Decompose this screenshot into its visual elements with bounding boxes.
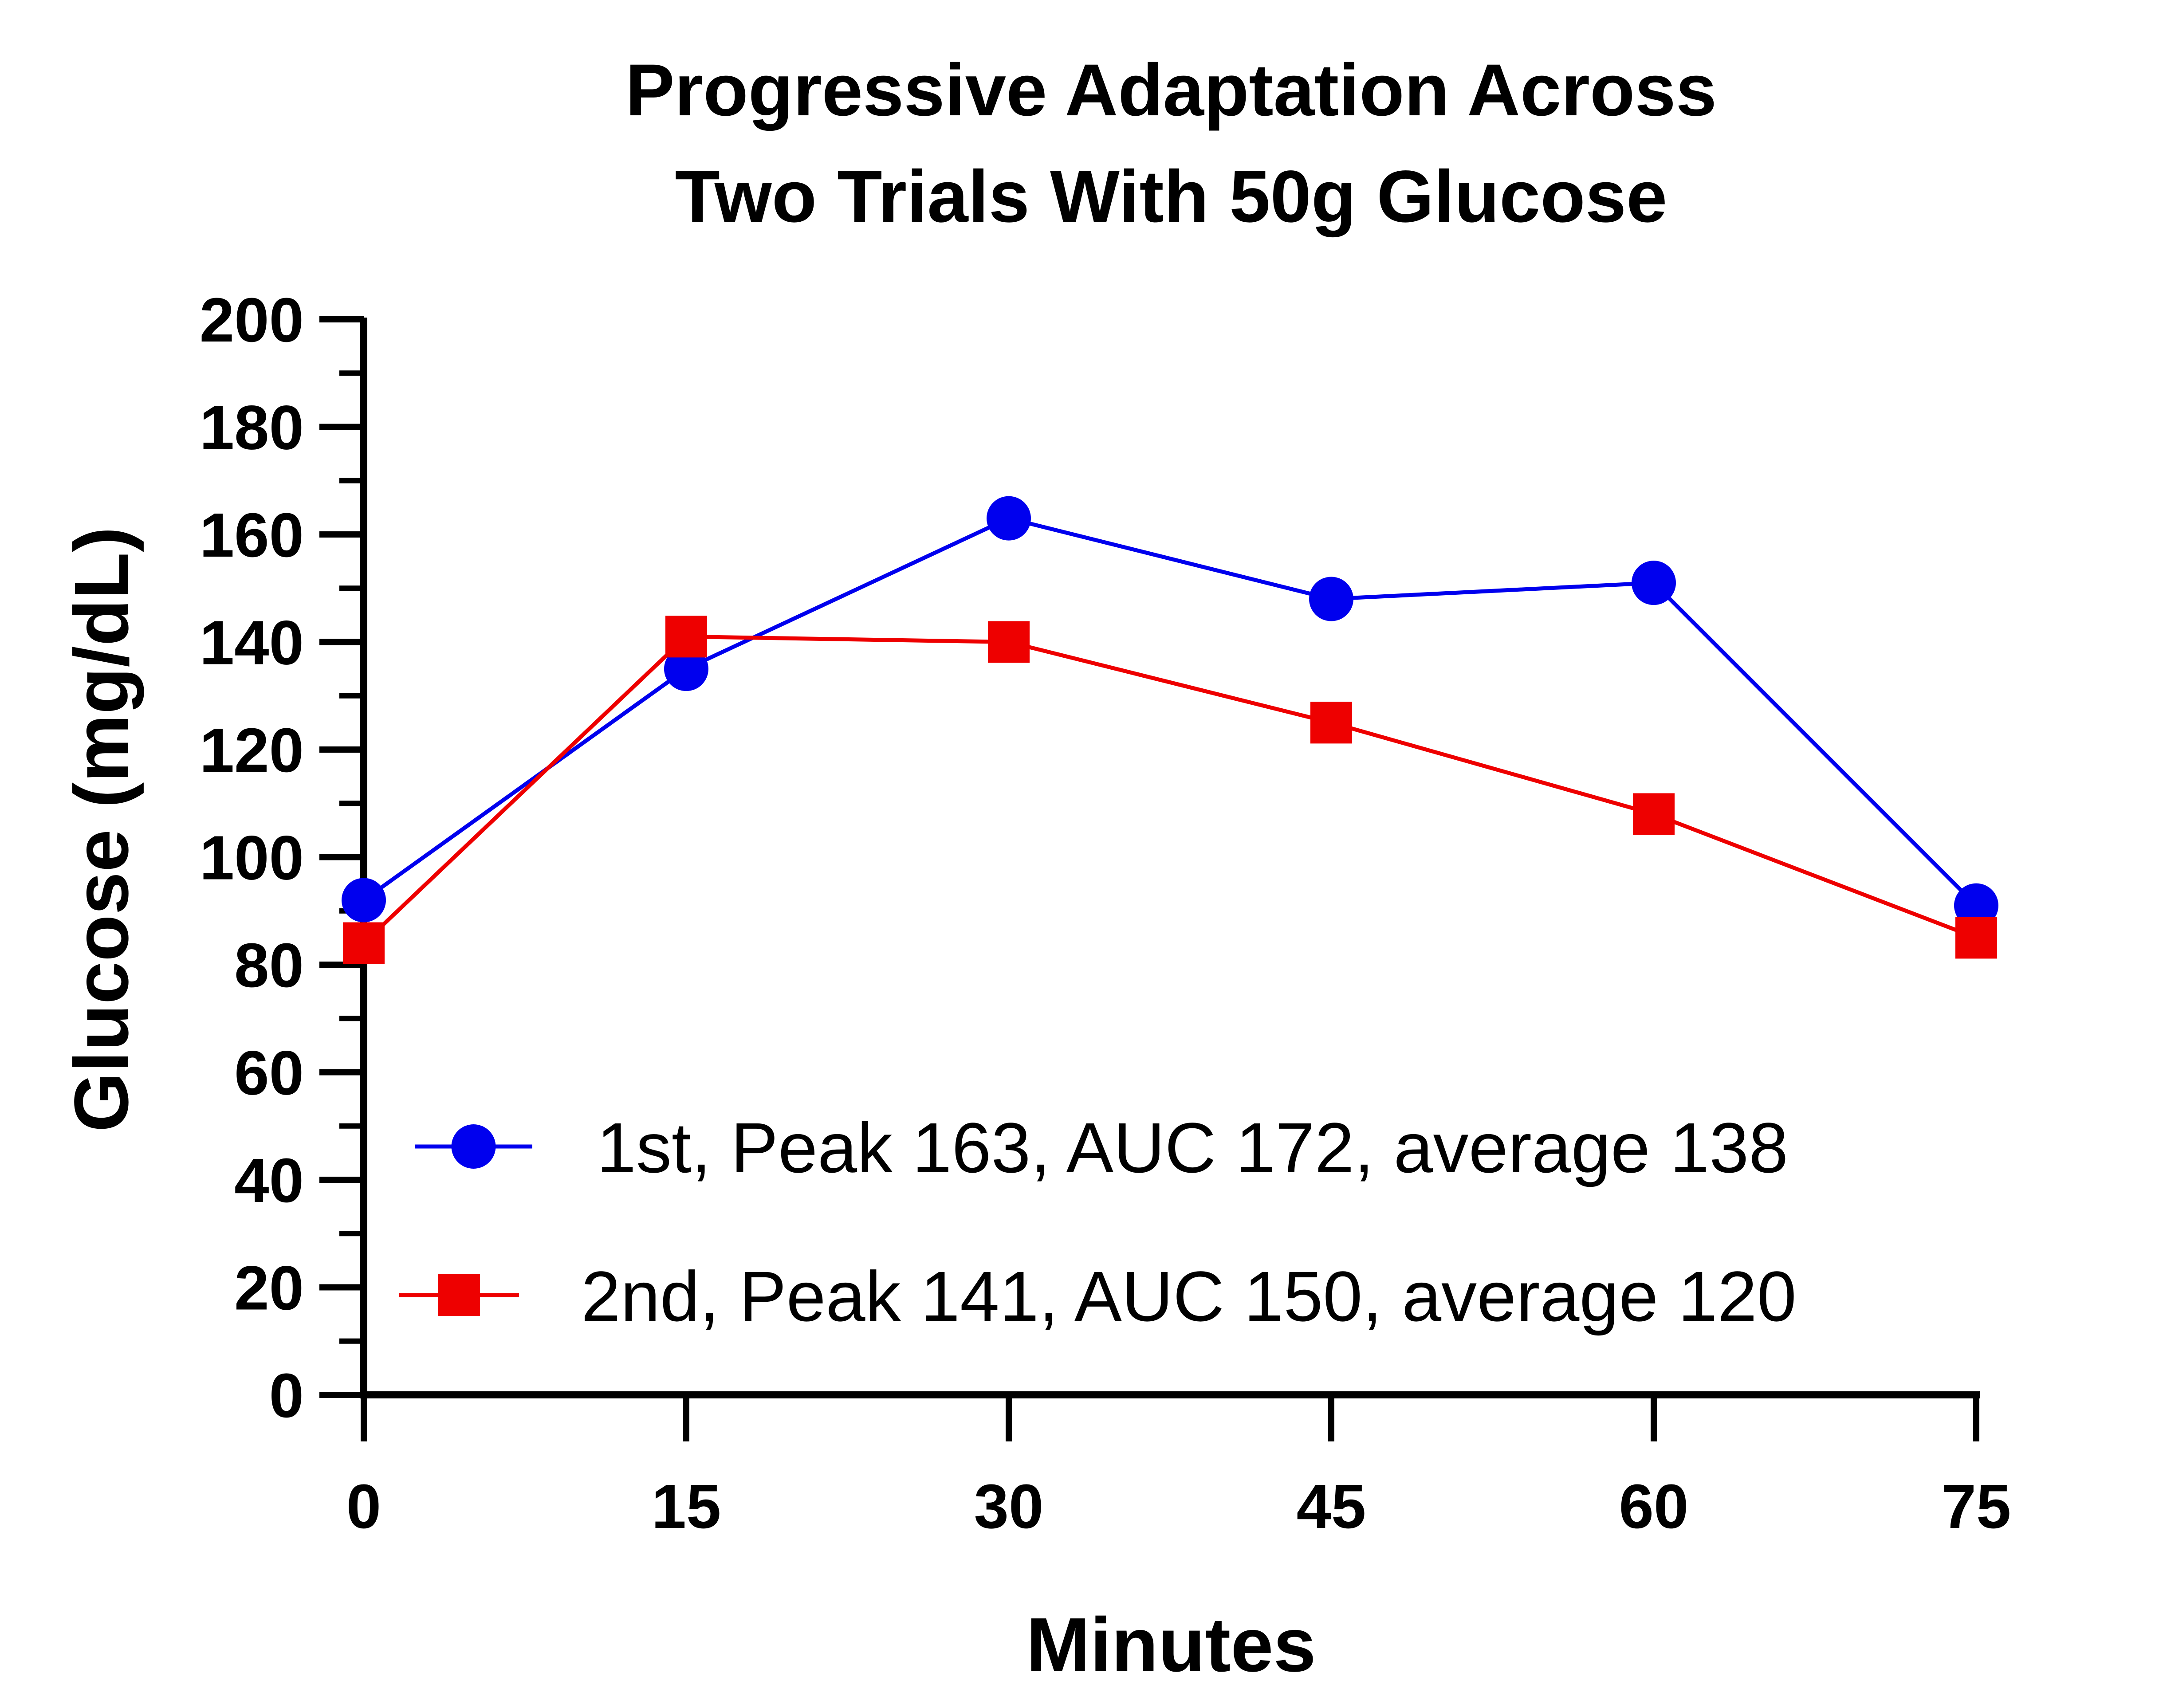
y-tick-label: 40 bbox=[234, 1145, 304, 1215]
x-tick-label: 45 bbox=[1297, 1471, 1366, 1541]
axes bbox=[360, 318, 1980, 1398]
chart-title-line-1: Progressive Adaptation Across bbox=[625, 49, 1717, 131]
series-2-point bbox=[988, 621, 1030, 663]
x-axis-label: Minutes bbox=[1026, 1602, 1316, 1688]
series-2-point bbox=[343, 922, 385, 964]
series-line-2 bbox=[362, 634, 1977, 945]
legend-marker-2 bbox=[438, 1274, 480, 1316]
y-tick-label: 180 bbox=[200, 393, 304, 463]
y-tick-label: 120 bbox=[200, 715, 304, 785]
series-1-point bbox=[987, 496, 1031, 541]
y-tick-label: 100 bbox=[200, 823, 304, 893]
y-tick-label: 160 bbox=[200, 500, 304, 570]
series-1-point bbox=[342, 878, 386, 923]
chart-title-line-2: Two Trials With 50g Glucose bbox=[675, 156, 1667, 238]
x-tick-label: 30 bbox=[974, 1471, 1044, 1541]
legend-marker-1 bbox=[451, 1124, 496, 1169]
y-tick-label: 80 bbox=[234, 930, 304, 1000]
legend-label-1: 1st, Peak 163, AUC 172, average 138 bbox=[597, 1108, 1788, 1187]
series-1-point bbox=[1309, 577, 1353, 621]
y-tick-label: 0 bbox=[269, 1360, 304, 1430]
y-axis-label: Glucose (mg/dL) bbox=[58, 527, 144, 1132]
legend: 1st, Peak 163, AUC 172, average 138 2nd, … bbox=[399, 1108, 1797, 1336]
series-1-point bbox=[1632, 561, 1676, 605]
x-tick-label: 15 bbox=[652, 1471, 721, 1541]
ticks: 0 20 40 60 80 100 120 140 160 180 200 0 15 30 45 60 75 bbox=[200, 285, 2011, 1541]
series-1-point bbox=[664, 647, 708, 691]
x-tick-label: 0 bbox=[346, 1471, 381, 1541]
y-tick-label: 60 bbox=[234, 1038, 304, 1108]
series-layer bbox=[342, 496, 1998, 964]
series-1-point bbox=[1954, 883, 1998, 928]
x-tick-label: 75 bbox=[1942, 1471, 2011, 1541]
y-tick-label: 140 bbox=[200, 608, 304, 678]
x-tick-label: 60 bbox=[1619, 1471, 1689, 1541]
series-2-point bbox=[1955, 917, 1997, 959]
legend-label-2: 2nd, Peak 141, AUC 150, average 120 bbox=[581, 1256, 1797, 1336]
y-tick-label: 20 bbox=[234, 1253, 304, 1323]
series-line-1 bbox=[362, 516, 1978, 907]
y-tick-label: 200 bbox=[200, 285, 304, 355]
series-2-point bbox=[1310, 702, 1352, 744]
series-2-point bbox=[665, 616, 707, 658]
series-2-point bbox=[1633, 793, 1675, 835]
